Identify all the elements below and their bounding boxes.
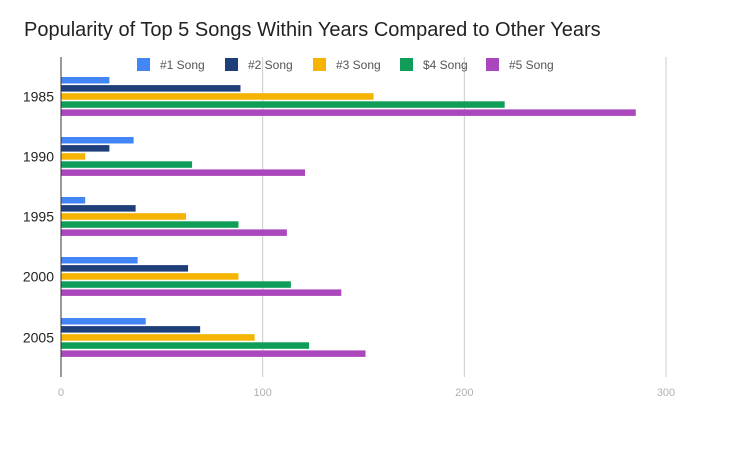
bar [61, 334, 255, 341]
x-axis-labels: 0 100 200 300 [58, 387, 675, 399]
bar [61, 318, 146, 325]
bar [61, 350, 366, 357]
bar [61, 153, 86, 160]
legend-item: #5 Song [486, 58, 554, 72]
bar [61, 326, 201, 333]
x-tick-label: 0 [58, 387, 64, 399]
y-axis-labels: 1985 1990 1995 2000 2005 [23, 88, 54, 345]
y-category-label: 1985 [23, 88, 54, 104]
x-tick-label: 100 [253, 387, 271, 399]
bar [61, 161, 193, 168]
legend: #1 Song #2 Song #3 Song $4 Song #5 Song [137, 58, 554, 72]
bars [61, 77, 636, 357]
legend-item: #1 Song [137, 58, 205, 72]
bar [61, 213, 187, 220]
y-category-label: 1990 [23, 148, 54, 164]
bar [61, 221, 239, 228]
bar [61, 77, 110, 84]
legend-label: #1 Song [160, 58, 205, 72]
bar [61, 169, 306, 176]
bar [61, 281, 291, 288]
bar [61, 145, 110, 152]
bar [61, 342, 310, 349]
y-category-label: 2000 [23, 268, 54, 284]
legend-label: #5 Song [509, 58, 554, 72]
legend-swatch [137, 58, 150, 71]
legend-label: #3 Song [336, 58, 381, 72]
bar [61, 197, 86, 204]
bar [61, 109, 636, 116]
bar [61, 289, 342, 296]
y-category-label: 2005 [23, 329, 54, 345]
bar [61, 205, 136, 212]
bar [61, 93, 374, 100]
chart-title: Popularity of Top 5 Songs Within Years C… [24, 19, 601, 41]
bar [61, 101, 505, 108]
bar [61, 273, 239, 280]
y-category-label: 1995 [23, 208, 54, 224]
legend-swatch [313, 58, 326, 71]
x-tick-label: 300 [657, 387, 675, 399]
bar [61, 229, 287, 236]
bar [61, 137, 134, 144]
x-tick-label: 200 [455, 387, 473, 399]
legend-swatch [400, 58, 413, 71]
bar [61, 257, 138, 264]
bar [61, 85, 241, 92]
legend-item: #2 Song [225, 58, 293, 72]
legend-item: #3 Song [313, 58, 381, 72]
legend-label: $4 Song [423, 58, 468, 72]
legend-item: $4 Song [400, 58, 468, 72]
legend-swatch [486, 58, 499, 71]
legend-swatch [225, 58, 238, 71]
legend-label: #2 Song [248, 58, 293, 72]
bar [61, 265, 189, 272]
